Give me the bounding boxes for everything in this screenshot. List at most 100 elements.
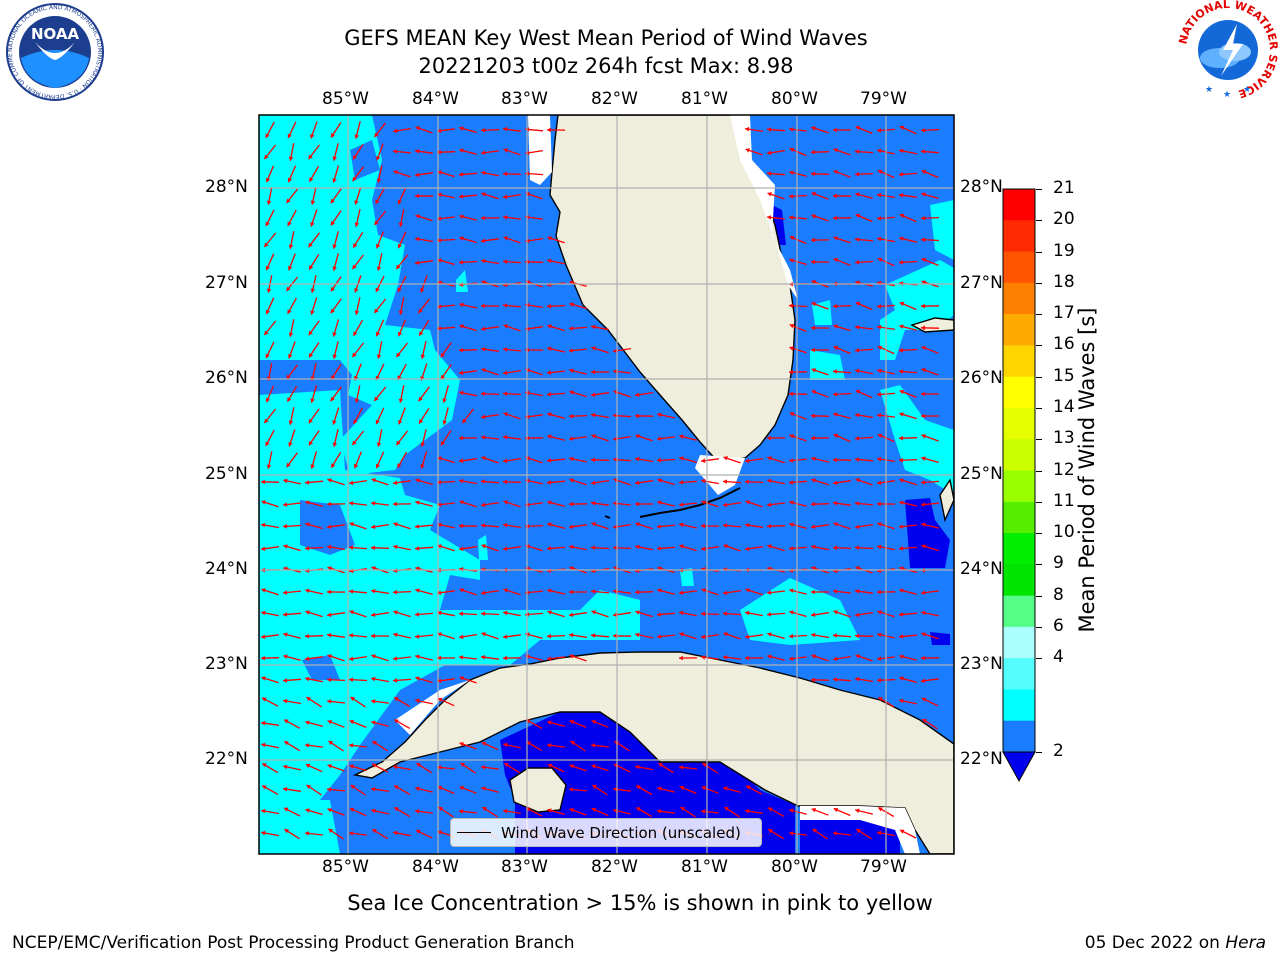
- wind-arrow-head: [372, 829, 377, 834]
- wind-arrow-head: [569, 632, 574, 638]
- wind-arrow-head: [745, 655, 749, 661]
- wind-arrow-head: [833, 457, 837, 463]
- wind-arrow-head: [547, 546, 551, 551]
- wind-arrow-head: [441, 441, 446, 446]
- map-legend: Wind Wave Direction (unscaled): [450, 818, 762, 847]
- wind-arrow-head: [613, 633, 617, 639]
- wind-arrow-head: [283, 654, 288, 659]
- wind-arrow-head: [921, 346, 926, 351]
- wind-arrow-head: [481, 347, 486, 352]
- colorbar-segment: [1003, 564, 1035, 597]
- wind-arrow-head: [374, 132, 379, 138]
- wind-arrow-head: [636, 785, 641, 790]
- wind-arrow-head: [332, 244, 337, 249]
- wind-arrow-head: [459, 523, 463, 529]
- wind-arrow-head: [264, 418, 269, 423]
- wind-arrow-head: [352, 176, 357, 182]
- wind-arrow-head: [393, 678, 397, 683]
- wind-arrow-head: [305, 633, 309, 639]
- wind-arrow-head: [811, 126, 816, 131]
- wind-arrow-head: [481, 502, 486, 508]
- wind-arrow-head: [459, 786, 465, 791]
- wind-arrow-head: [283, 698, 288, 704]
- wind-arrow-head: [613, 436, 618, 442]
- wind-arrow-head: [437, 238, 441, 243]
- wind-arrow-head: [921, 632, 926, 637]
- wind-arrow-head: [459, 194, 464, 199]
- colorbar-segment: [1003, 220, 1035, 253]
- wind-arrow-head: [305, 831, 310, 836]
- wind-arrow-head: [833, 127, 837, 133]
- wind-arrow-head: [613, 787, 618, 792]
- wind-arrow-head: [855, 237, 860, 242]
- wind-arrow-head: [591, 589, 596, 594]
- wind-arrow-head: [789, 303, 793, 308]
- wind-arrow-head: [547, 412, 552, 417]
- wind-arrow-head: [899, 260, 903, 265]
- wind-arrow-head: [283, 590, 288, 595]
- wind-arrow-head: [702, 763, 707, 767]
- wind-arrow-head: [723, 479, 727, 484]
- wind-arrow-head: [327, 808, 332, 813]
- wind-arrow-head: [789, 215, 794, 220]
- colorbar-segment: [1003, 407, 1035, 440]
- wind-arrow-head: [394, 697, 399, 702]
- colorbar-tick-mark: [1036, 251, 1042, 253]
- wind-arrow-head: [899, 457, 903, 463]
- wind-arrow-head: [481, 655, 486, 660]
- wind-arrow-head: [811, 524, 816, 529]
- colorbar-tick-mark: [1036, 439, 1042, 441]
- wind-arrow-head: [767, 127, 772, 132]
- wind-arrow-head: [481, 127, 485, 133]
- wind-arrow-head: [437, 610, 442, 616]
- wind-arrow-head: [657, 500, 662, 505]
- wind-arrow-head: [394, 719, 399, 724]
- wind-arrow-head: [459, 324, 464, 329]
- wind-arrow-head: [833, 831, 838, 836]
- wind-arrow-head: [613, 348, 618, 354]
- wind-arrow-head: [437, 590, 442, 595]
- wind-arrow-head: [503, 148, 508, 153]
- wind-arrow-head: [789, 546, 793, 551]
- wind-arrow-head: [789, 633, 793, 639]
- wind-arrow-head: [353, 419, 358, 424]
- wind-arrow-head: [569, 348, 574, 353]
- wind-arrow-head: [459, 478, 464, 484]
- wind-arrow-head: [811, 654, 816, 659]
- lat-label-right: 22°N: [960, 749, 1003, 769]
- wind-arrow-head: [503, 259, 507, 264]
- wind-arrow-head: [442, 398, 447, 403]
- wind-arrow-head: [657, 809, 662, 814]
- wind-arrow-head: [354, 200, 359, 205]
- wind-arrow-head: [877, 544, 882, 550]
- lat-label-right: 28°N: [960, 177, 1003, 197]
- colorbar-segment: [1003, 314, 1035, 346]
- wind-arrow-head: [310, 288, 316, 293]
- wind-arrow-head: [811, 149, 815, 155]
- wind-arrow-head: [372, 741, 377, 746]
- wind-arrow-head: [547, 588, 552, 594]
- wind-arrow-head: [811, 325, 815, 331]
- colorbar-tick-label: 13: [1053, 428, 1075, 449]
- wind-arrow-head: [376, 266, 382, 271]
- wind-arrow-head: [350, 697, 355, 702]
- wind-arrow-head: [310, 398, 315, 403]
- wind-arrow-head: [288, 244, 294, 249]
- wind-arrow-head: [899, 389, 905, 395]
- wind-arrow-head: [332, 266, 337, 271]
- wind-arrow-head: [459, 260, 463, 265]
- wind-arrow-head: [833, 545, 837, 551]
- lat-label-right: 24°N: [960, 559, 1003, 579]
- wind-arrow-head: [393, 480, 398, 485]
- wind-arrow-head: [353, 463, 359, 469]
- wind-arrow-head: [503, 412, 508, 417]
- colorbar-tick-label: 14: [1053, 396, 1075, 417]
- wind-arrow-head: [767, 435, 771, 441]
- wind-arrow-head: [899, 172, 903, 177]
- wind-arrow-head: [547, 610, 552, 615]
- credit-text: NCEP/EMC/Verification Post Processing Pr…: [12, 933, 575, 953]
- wind-arrow-head: [679, 610, 684, 616]
- wind-arrow-head: [745, 479, 749, 485]
- wind-arrow-head: [547, 458, 552, 463]
- wind-arrow-head: [635, 480, 640, 485]
